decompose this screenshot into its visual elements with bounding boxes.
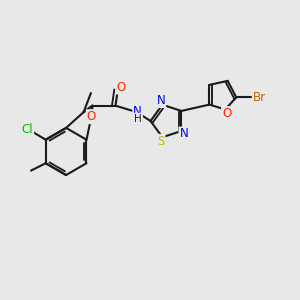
Text: S: S [157, 135, 165, 148]
Text: H: H [134, 114, 142, 124]
Text: N: N [133, 105, 142, 118]
Text: O: O [222, 107, 231, 120]
Text: Br: Br [253, 91, 266, 104]
Text: Cl: Cl [22, 123, 33, 136]
Text: N: N [157, 94, 165, 107]
Text: O: O [87, 110, 96, 123]
Text: O: O [117, 81, 126, 94]
Text: N: N [179, 128, 188, 140]
